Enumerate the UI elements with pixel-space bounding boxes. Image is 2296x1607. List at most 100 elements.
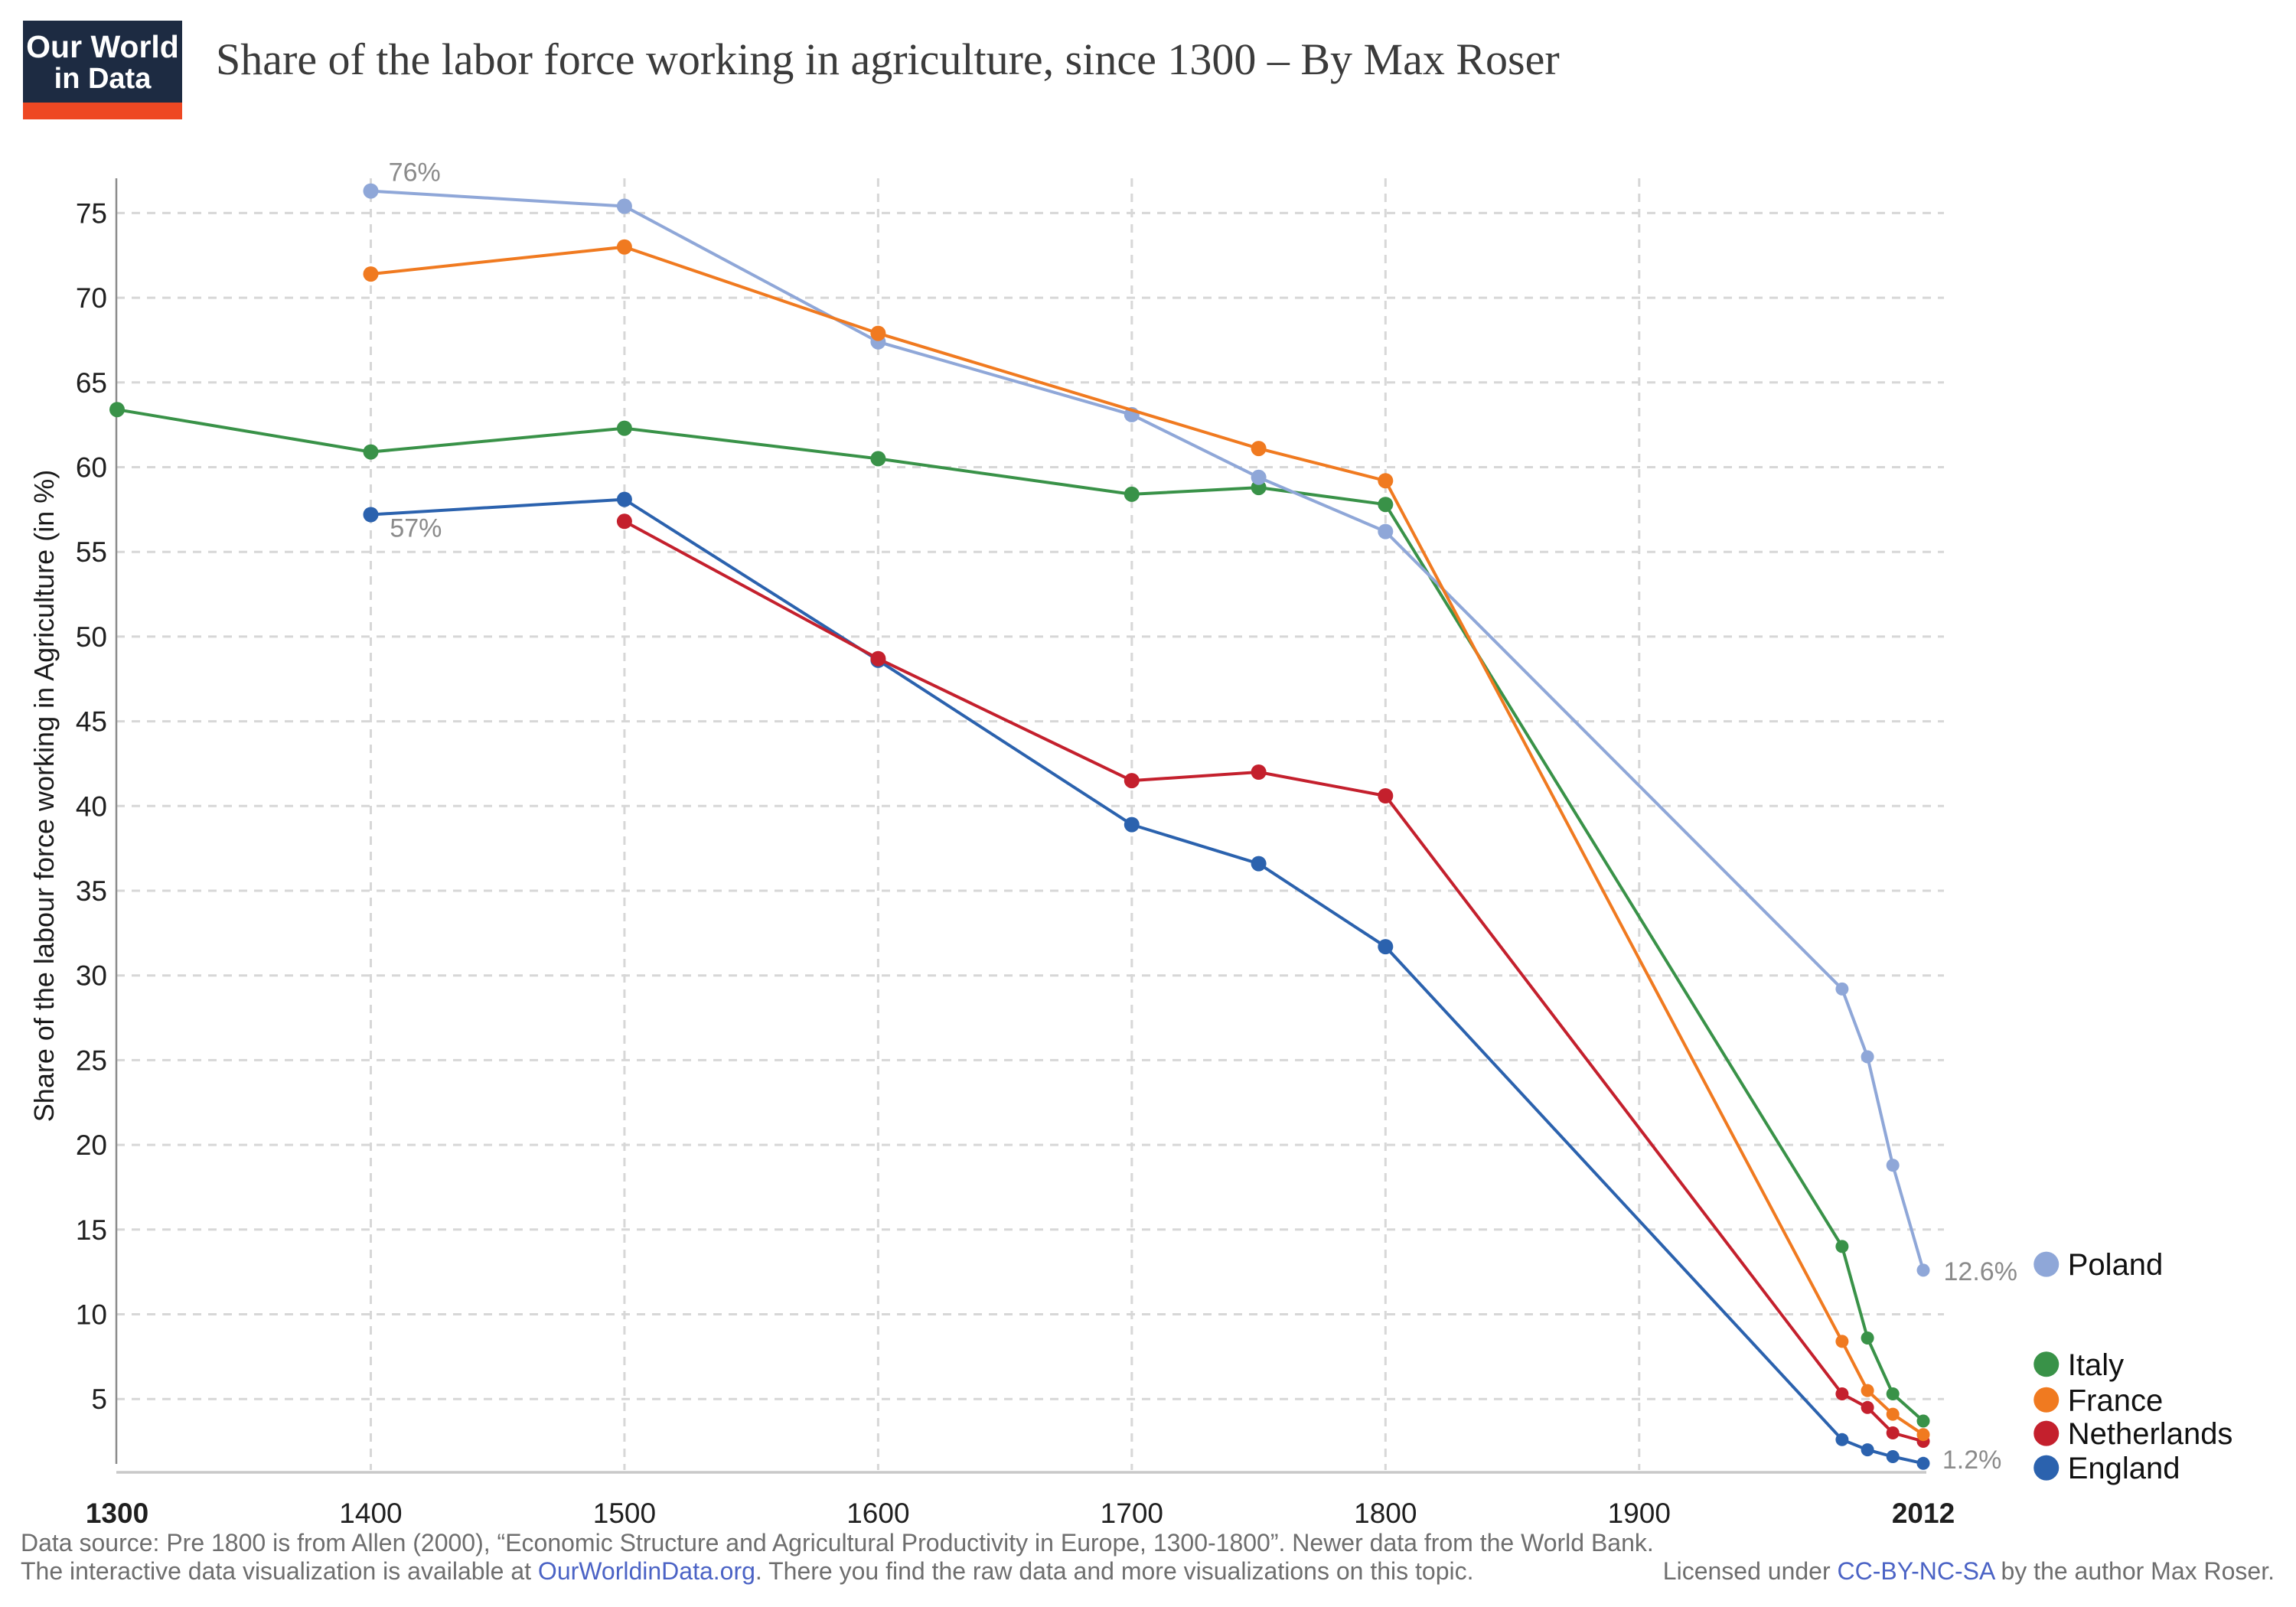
series-poland xyxy=(363,183,1930,1277)
data-point-italy-1700 xyxy=(1124,486,1140,502)
data-point-italy-1800 xyxy=(1378,497,1394,513)
footer-license: Licensed under CC-BY-NC-SA by the author… xyxy=(1663,1557,2275,1586)
data-point-poland-1990 xyxy=(1861,1050,1874,1064)
data-point-england-1700 xyxy=(1124,817,1140,833)
data-point-italy-2000 xyxy=(1886,1387,1900,1400)
series-line-netherlands xyxy=(623,520,1924,1443)
legend-label-england: England xyxy=(2068,1452,2180,1485)
y-tick-label-30: 30 xyxy=(76,960,107,992)
license-suffix: by the author Max Roser. xyxy=(1994,1557,2275,1585)
annotation-76%: 76% xyxy=(389,158,441,187)
x-tick-label-1900: 1900 xyxy=(1608,1498,1671,1529)
data-point-poland-1750 xyxy=(1251,469,1267,485)
x-tick-label-1300: 1300 xyxy=(86,1498,148,1529)
data-point-england-1990 xyxy=(1861,1443,1874,1457)
x-tick-label-1400: 1400 xyxy=(339,1498,402,1529)
series-france xyxy=(363,239,1930,1442)
data-point-poland-2012 xyxy=(1916,1263,1930,1277)
y-tick-label-15: 15 xyxy=(76,1214,107,1246)
y-tick-label-55: 55 xyxy=(76,536,107,568)
annotation-1.2%: 1.2% xyxy=(1942,1446,2002,1475)
data-point-england-2000 xyxy=(1886,1450,1900,1463)
data-point-italy-1400 xyxy=(363,444,379,460)
legend-dot-italy xyxy=(2033,1351,2060,1377)
data-point-france-1980 xyxy=(1835,1335,1849,1348)
legend-dot-poland xyxy=(2033,1251,2060,1277)
y-tick-label-40: 40 xyxy=(76,790,107,822)
x-tick-label-1700: 1700 xyxy=(1101,1498,1163,1529)
data-point-england-1500 xyxy=(616,491,632,507)
data-point-poland-1500 xyxy=(616,198,632,214)
legend-dot-france xyxy=(2033,1387,2060,1413)
data-point-france-2000 xyxy=(1886,1407,1900,1421)
data-point-france-1600 xyxy=(870,325,886,341)
owid-logo: Our World in Data xyxy=(23,21,182,120)
y-tick-label-70: 70 xyxy=(76,282,107,314)
y-tick-label-75: 75 xyxy=(76,197,107,229)
series-line-italy xyxy=(116,408,1925,1423)
data-point-italy-1300 xyxy=(109,402,125,418)
owid-website-link[interactable]: OurWorldinData.org xyxy=(537,1557,755,1585)
data-point-england-1750 xyxy=(1251,856,1267,872)
x-tick-label-1800: 1800 xyxy=(1354,1498,1417,1529)
series-italy xyxy=(109,402,1930,1428)
legend-label-netherlands: Netherlands xyxy=(2068,1417,2233,1451)
logo-accent-bar xyxy=(23,103,182,120)
y-axis-title: Share of the labour force working in Agr… xyxy=(28,470,60,1122)
footer-datasource: Data source: Pre 1800 is from Allen (200… xyxy=(21,1529,1654,1556)
y-tick-label-60: 60 xyxy=(76,451,107,483)
y-tick-label-25: 25 xyxy=(76,1045,107,1076)
data-point-netherlands-1750 xyxy=(1251,764,1267,780)
chart-title: Share of the labor force working in agri… xyxy=(216,34,1560,84)
data-point-france-1750 xyxy=(1251,441,1267,457)
data-point-france-2012 xyxy=(1916,1428,1930,1442)
y-tick-label-10: 10 xyxy=(76,1299,107,1330)
series-england xyxy=(363,491,1930,1470)
series-line-england xyxy=(370,497,1924,1465)
data-point-netherlands-1980 xyxy=(1835,1387,1849,1400)
y-tick-label-65: 65 xyxy=(76,367,107,399)
y-tick-label-20: 20 xyxy=(76,1129,107,1161)
data-point-netherlands-1700 xyxy=(1124,773,1140,789)
x-tick-label-2012: 2012 xyxy=(1892,1498,1955,1529)
data-point-netherlands-1500 xyxy=(616,513,632,530)
x-tick-label-1600: 1600 xyxy=(846,1498,909,1529)
data-point-italy-1990 xyxy=(1861,1332,1874,1345)
data-point-poland-1980 xyxy=(1835,982,1849,996)
logo-navy-box: Our World in Data xyxy=(23,21,182,103)
data-point-italy-1600 xyxy=(870,451,886,467)
data-point-england-1800 xyxy=(1378,939,1394,955)
data-point-netherlands-1990 xyxy=(1861,1400,1874,1414)
series-netherlands xyxy=(616,513,1930,1448)
logo-line1: Our World xyxy=(26,29,179,64)
legend-dot-netherlands xyxy=(2033,1420,2060,1446)
footer-info: The interactive data visualization is av… xyxy=(21,1557,1473,1586)
license-link[interactable]: CC-BY-NC-SA xyxy=(1837,1557,1994,1585)
annotation-12.6%: 12.6% xyxy=(1944,1257,2017,1286)
data-point-netherlands-2000 xyxy=(1886,1426,1900,1439)
data-point-france-1400 xyxy=(363,266,379,282)
data-point-france-1800 xyxy=(1378,473,1394,489)
x-tick-label-1500: 1500 xyxy=(593,1498,656,1529)
footer-info-prefix: The interactive data visualization is av… xyxy=(21,1557,538,1585)
data-point-netherlands-1800 xyxy=(1378,788,1394,804)
legend-dot-england xyxy=(2033,1455,2060,1481)
data-point-england-1980 xyxy=(1835,1433,1849,1446)
license-prefix: Licensed under xyxy=(1662,1557,1838,1585)
legend-label-france: France xyxy=(2068,1384,2164,1417)
data-point-italy-1500 xyxy=(616,420,632,436)
legend-label-italy: Italy xyxy=(2068,1348,2124,1382)
data-point-france-1500 xyxy=(616,239,632,255)
series-line-poland xyxy=(370,189,1925,1271)
data-point-italy-1980 xyxy=(1835,1240,1849,1253)
y-tick-label-45: 45 xyxy=(76,706,107,738)
logo-line2: in Data xyxy=(54,63,152,96)
data-point-england-2012 xyxy=(1916,1456,1930,1470)
data-point-italy-2012 xyxy=(1916,1414,1930,1428)
data-point-poland-1800 xyxy=(1378,523,1394,539)
y-tick-label-35: 35 xyxy=(76,875,107,907)
data-point-netherlands-1600 xyxy=(870,650,886,667)
